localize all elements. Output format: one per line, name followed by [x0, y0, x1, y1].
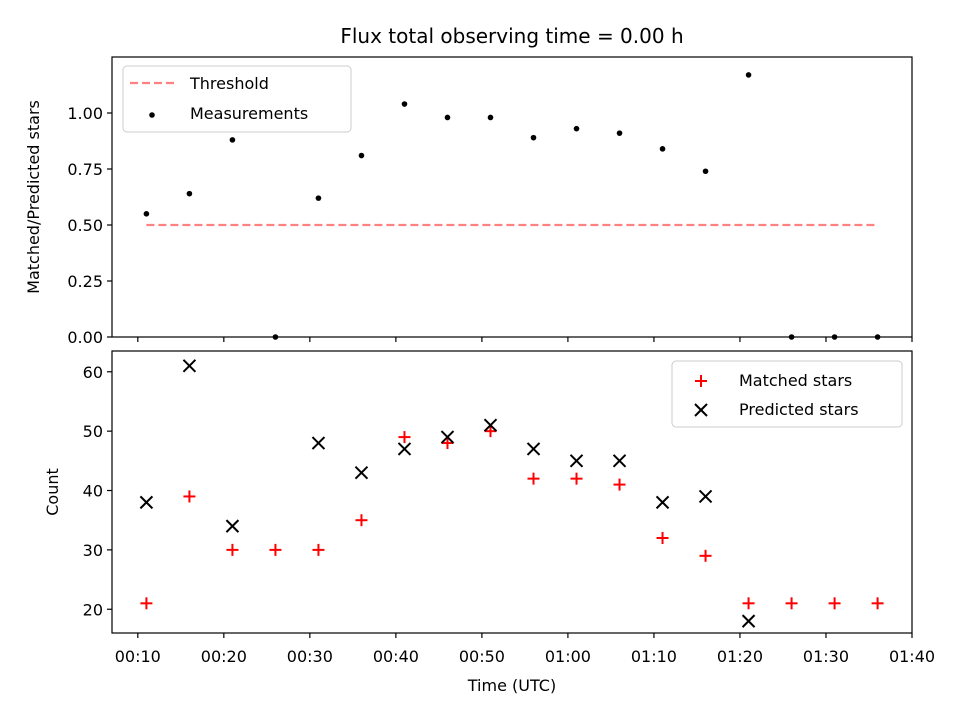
y-tick-label-bottom-2: 40 [83, 482, 103, 501]
y-tick-label-top-0: 0.00 [67, 328, 103, 347]
measurement-point [315, 195, 322, 201]
measurement-point [229, 137, 236, 143]
predicted-point [397, 442, 412, 456]
predicted-point [182, 359, 197, 373]
measurement-point [745, 72, 752, 78]
predicted-point [139, 495, 154, 510]
predicted-point [698, 489, 713, 504]
matched-point [742, 597, 755, 610]
predicted-point [225, 519, 240, 533]
measurement-point [444, 114, 451, 121]
x-tick-label-2: 00:30 [287, 647, 333, 666]
bottom-legend-box [671, 360, 903, 428]
matched-point [269, 543, 282, 556]
legend-predicted-label: Predicted stars [739, 400, 859, 419]
predicted-point [311, 436, 326, 450]
x-tick-label-0: 00:10 [115, 647, 161, 666]
measurement-point [530, 134, 537, 141]
legend-matched-label: Matched stars [739, 371, 852, 390]
matched-point [183, 490, 196, 503]
top-panel: 0.00 0.25 0.50 0.75 1.00 Matched/Predicted s… [24, 56, 913, 347]
measurement-point [272, 334, 279, 340]
measurement-point [573, 125, 580, 132]
legend-measurements-label: Measurements [190, 104, 308, 123]
measurement-point [831, 334, 838, 340]
top-y-axis-label: Matched/Predicted stars [24, 100, 43, 294]
bottom-legend: Matched stars Predicted stars [671, 360, 903, 428]
bottom-y-axis: 20 30 40 50 60 [83, 363, 112, 619]
legend-measurements-swatch [149, 112, 155, 118]
matched-point [226, 543, 239, 556]
matched-point [312, 543, 325, 556]
predicted-point [655, 495, 670, 510]
y-tick-label-top-1: 0.25 [67, 272, 103, 291]
y-tick-label-top-4: 1.00 [67, 104, 103, 123]
matched-point [828, 597, 841, 610]
measurement-point [401, 101, 408, 107]
legend-predicted-swatch [694, 403, 708, 417]
measurement-point [186, 190, 193, 197]
matched-point [441, 437, 454, 450]
matched-point [699, 549, 712, 562]
y-tick-label-bottom-0: 20 [83, 600, 103, 619]
measurement-point [487, 114, 494, 121]
bottom-marks [139, 359, 884, 628]
x-tick-label-8: 01:30 [803, 647, 849, 666]
predicted-point [612, 454, 627, 468]
measurement-point [143, 211, 150, 217]
matched-point [527, 472, 540, 485]
bottom-y-axis-label: Count [43, 468, 62, 516]
legend-matched-swatch [695, 375, 707, 387]
x-tick-label-6: 01:10 [631, 647, 677, 666]
matched-point [140, 597, 153, 610]
top-marks [143, 72, 881, 340]
matched-point [613, 478, 626, 491]
predicted-point [354, 465, 369, 480]
predicted-point [569, 454, 584, 468]
y-tick-label-top-2: 0.50 [67, 216, 103, 235]
matched-point [785, 597, 798, 610]
measurement-point [358, 152, 365, 159]
x-tick-label-1: 00:20 [201, 647, 247, 666]
top-y-axis: 0.00 0.25 0.50 0.75 1.00 [67, 104, 112, 347]
measurement-point [659, 146, 666, 152]
legend-threshold-label: Threshold [189, 74, 269, 93]
x-tick-label-5: 01:00 [545, 647, 591, 666]
y-tick-label-top-3: 0.75 [67, 160, 103, 179]
measurement-point [616, 130, 623, 136]
matched-point [656, 532, 669, 545]
predicted-point [483, 418, 498, 432]
matched-point [871, 597, 884, 610]
chart-title: Flux total observing time = 0.00 h [340, 24, 683, 48]
predicted-point [741, 614, 756, 628]
measurement-point [702, 168, 709, 175]
bottom-panel: 20 30 40 50 60 00:10 00:20 00:30 00:40 00:50 01:0… [43, 350, 935, 695]
predicted-point [440, 430, 455, 444]
matched-point [484, 425, 497, 438]
matched-point [570, 472, 583, 485]
y-tick-label-bottom-1: 30 [83, 541, 103, 560]
measurement-point [874, 334, 881, 340]
x-tick-label-4: 00:50 [459, 647, 505, 666]
y-tick-label-bottom-4: 60 [83, 363, 103, 382]
top-x-axis [137, 337, 913, 342]
x-tick-label-7: 01:20 [717, 647, 763, 666]
measurement-point [788, 334, 795, 340]
y-tick-label-bottom-3: 50 [83, 422, 103, 441]
matched-point [355, 514, 368, 527]
top-legend: Threshold Measurements [122, 65, 352, 133]
matched-point [398, 431, 411, 444]
top-legend-box [122, 65, 352, 133]
x-axis-label: Time (UTC) [467, 676, 556, 695]
x-tick-label-9: 01:40 [889, 647, 935, 666]
predicted-point [526, 442, 541, 456]
bottom-x-axis: 00:10 00:20 00:30 00:40 00:50 01:00 01:10 01:20… [115, 633, 935, 666]
x-tick-label-3: 00:40 [373, 647, 419, 666]
